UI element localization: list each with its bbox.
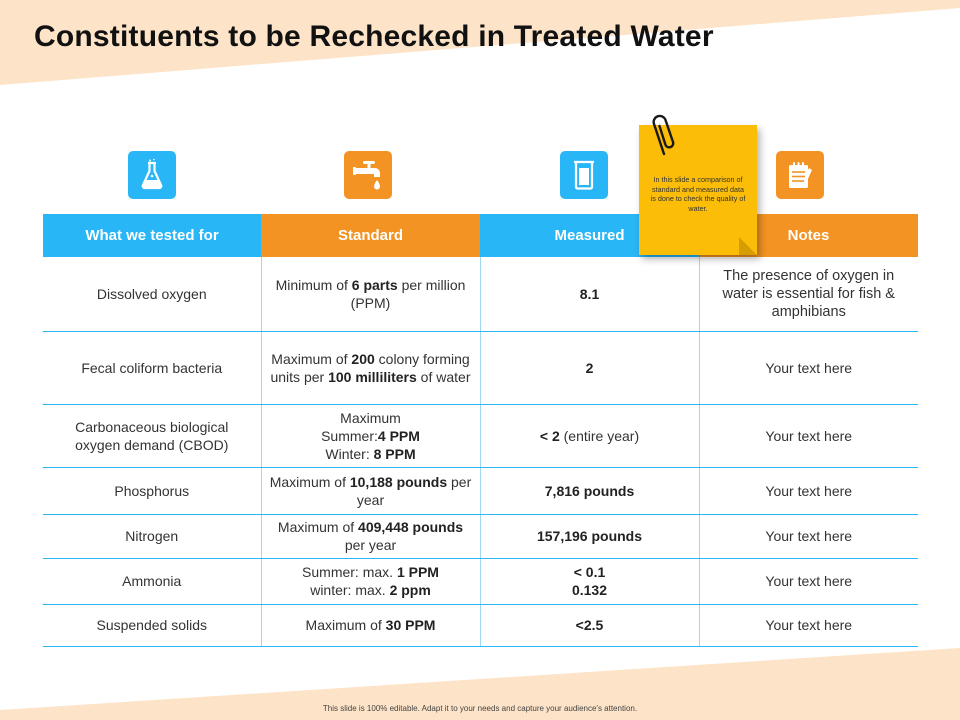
measured-cell: <2.5 [480, 604, 700, 647]
measured-cell: < 2 (entire year) [480, 404, 700, 468]
tested-item-cell: Nitrogen [43, 514, 262, 559]
standard-cell: Maximum Summer:4 PPM Winter: 8 PPM [261, 404, 481, 468]
tested-item-cell: Dissolved oxygen [43, 257, 262, 332]
notes-cell: Your text here [699, 404, 918, 468]
footer-text: This slide is 100% editable. Adapt it to… [322, 704, 638, 713]
standard-cell: Summer: max. 1 PPM winter: max. 2 ppm [261, 558, 481, 605]
tested-item-cell: Phosphorus [43, 467, 262, 515]
table-header-row: What we tested for Standard Measured Not… [43, 214, 918, 257]
table-row: Fecal coliform bacteria Maximum of 200 c… [43, 331, 918, 405]
sticky-note: In this slide a comparison of standard a… [639, 125, 757, 255]
comparison-table: What we tested for Standard Measured Not… [43, 214, 918, 647]
table-row: Nitrogen Maximum of 409,448 pounds per y… [43, 514, 918, 559]
standard-cell: Minimum of 6 parts per million (PPM) [261, 257, 481, 332]
measured-cell: 157,196 pounds [480, 514, 700, 559]
table-row: Suspended solids Maximum of 30 PPM <2.5 … [43, 604, 918, 647]
standard-cell: Maximum of 30 PPM [261, 604, 481, 647]
header-standard: Standard [261, 214, 480, 257]
notes-cell: Your text here [699, 514, 918, 559]
top-background-band [0, 0, 960, 85]
sticky-note-text: In this slide a comparison of standard a… [650, 175, 746, 213]
header-tested-for: What we tested for [43, 214, 261, 257]
tested-item-cell: Suspended solids [43, 604, 262, 647]
notes-cell: Your text here [699, 331, 918, 405]
paperclip-icon [652, 114, 675, 156]
measured-cell: 8.1 [480, 257, 700, 332]
beaker-icon [560, 151, 608, 199]
tested-item-cell: Ammonia [43, 558, 262, 605]
standard-cell: Maximum of 409,448 pounds per year [261, 514, 481, 559]
flask-icon [128, 151, 176, 199]
measured-cell: 7,816 pounds [480, 467, 700, 515]
notes-cell: Your text here [699, 604, 918, 647]
bottom-background-band [0, 648, 960, 720]
standard-cell: Maximum of 200 colony forming units per … [261, 331, 481, 405]
tested-item-cell: Fecal coliform bacteria [43, 331, 262, 405]
table-row: Ammonia Summer: max. 1 PPM winter: max. 2… [43, 558, 918, 605]
page-title: Constituents to be Rechecked in Treated … [34, 20, 714, 53]
standard-cell: Maximum of 10,188 pounds per year [261, 467, 481, 515]
notepad-icon [776, 151, 824, 199]
faucet-icon [344, 151, 392, 199]
table-row: Carbonaceous biological oxygen demand (C… [43, 404, 918, 468]
table-row: Dissolved oxygen Minimum of 6 parts per … [43, 257, 918, 332]
measured-cell: 2 [480, 331, 700, 405]
tested-item-cell: Carbonaceous biological oxygen demand (C… [43, 404, 262, 468]
measured-cell: < 0.1 0.132 [480, 558, 700, 605]
notes-cell: The presence of oxygen in water is essen… [699, 257, 918, 332]
table-row: Phosphorus Maximum of 10,188 pounds per … [43, 467, 918, 515]
notes-cell: Your text here [699, 558, 918, 605]
sticky-note-fold [739, 237, 757, 255]
notes-cell: Your text here [699, 467, 918, 515]
